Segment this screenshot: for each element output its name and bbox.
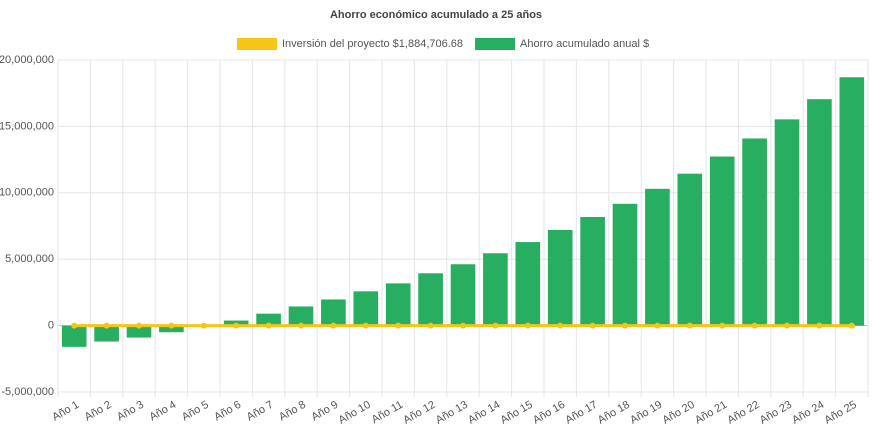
x-tick-label: Año 20	[661, 399, 697, 427]
line-point	[492, 322, 499, 329]
line-point	[719, 322, 726, 329]
x-tick-label: Año 17	[563, 399, 599, 427]
chart-title: Ahorro económico acumulado a 25 años	[330, 9, 542, 21]
x-tick-label: Año 7	[245, 399, 276, 424]
x-tick-label: Año 1	[50, 399, 81, 424]
legend-label: Inversión del proyecto $1,884,706.68	[282, 38, 463, 50]
line-point	[395, 322, 402, 329]
line-point	[784, 322, 790, 329]
line-point	[751, 322, 758, 329]
bar	[256, 313, 281, 326]
x-tick-label: Año 15	[499, 399, 535, 427]
x-tick-label: Año 22	[725, 399, 761, 427]
line-point	[589, 322, 596, 329]
x-tick-label: Año 12	[401, 399, 437, 427]
legend-label: Ahorro acumulado anual $	[520, 38, 649, 50]
x-tick-label: Año 13	[434, 399, 470, 427]
line-point	[168, 322, 175, 329]
y-tick-label: 15,000,000	[0, 120, 54, 132]
line-point	[200, 322, 207, 329]
line-point	[362, 322, 369, 329]
bar	[839, 77, 865, 326]
line-point	[460, 322, 466, 329]
x-tick-label: Año 18	[596, 399, 632, 427]
line-point	[427, 322, 434, 329]
x-tick-label: Año 5	[180, 399, 211, 424]
line-point	[622, 322, 628, 329]
y-tick-label: 20,000,000	[0, 54, 54, 66]
bar	[774, 119, 800, 326]
bar	[418, 273, 443, 326]
bar	[547, 229, 573, 326]
x-tick-label: Año 4	[147, 399, 178, 424]
y-tick-label: 10,000,000	[0, 187, 54, 199]
bar	[580, 216, 605, 326]
bar	[677, 173, 703, 326]
line-point	[71, 322, 78, 329]
x-tick-label: Año 10	[337, 399, 373, 427]
x-tick-label: Año 19	[628, 399, 664, 427]
bar	[321, 299, 346, 326]
line-point	[330, 322, 337, 329]
x-tick-label: Año 6	[212, 399, 243, 424]
line-point	[654, 322, 661, 329]
bar	[483, 253, 508, 326]
line-point	[233, 322, 240, 329]
bar	[612, 203, 638, 326]
bar	[742, 138, 767, 326]
x-tick-label: Año 3	[115, 399, 146, 424]
bar	[709, 156, 735, 326]
x-tick-label: Año 8	[277, 399, 308, 424]
y-tick-label: 0	[48, 320, 54, 332]
bar	[353, 291, 379, 326]
y-tick-label: -5,000,000	[1, 386, 54, 398]
x-tick-label: Año 25	[823, 399, 859, 427]
x-tick-label: Año 9	[309, 399, 340, 424]
bar	[450, 264, 476, 326]
x-tick-label: Año 2	[83, 399, 114, 424]
bar	[61, 325, 87, 347]
line-point	[848, 322, 855, 329]
line-point	[298, 322, 304, 329]
bar	[515, 242, 541, 326]
x-tick-label: Año 23	[758, 399, 794, 427]
x-tick-label: Año 16	[531, 399, 567, 427]
bar	[159, 325, 184, 333]
legend-swatch	[475, 38, 516, 50]
x-tick-label: Año 14	[466, 399, 502, 427]
y-tick-label: 5,000,000	[5, 253, 54, 265]
line-point	[524, 322, 531, 329]
bar	[126, 325, 152, 338]
line-point	[103, 322, 110, 329]
line-point	[136, 322, 142, 329]
bar	[94, 325, 119, 342]
x-tick-label: Año 24	[790, 399, 826, 427]
bar	[645, 188, 670, 326]
bar	[807, 99, 832, 326]
x-tick-label: Año 21	[693, 399, 729, 427]
x-tick-label: Año 11	[370, 399, 405, 426]
line-point	[686, 322, 693, 329]
legend-swatch	[237, 38, 277, 50]
line-point	[265, 322, 272, 329]
bar	[385, 283, 411, 326]
line-point	[816, 322, 823, 329]
line-point	[557, 322, 564, 329]
bar	[288, 306, 314, 326]
